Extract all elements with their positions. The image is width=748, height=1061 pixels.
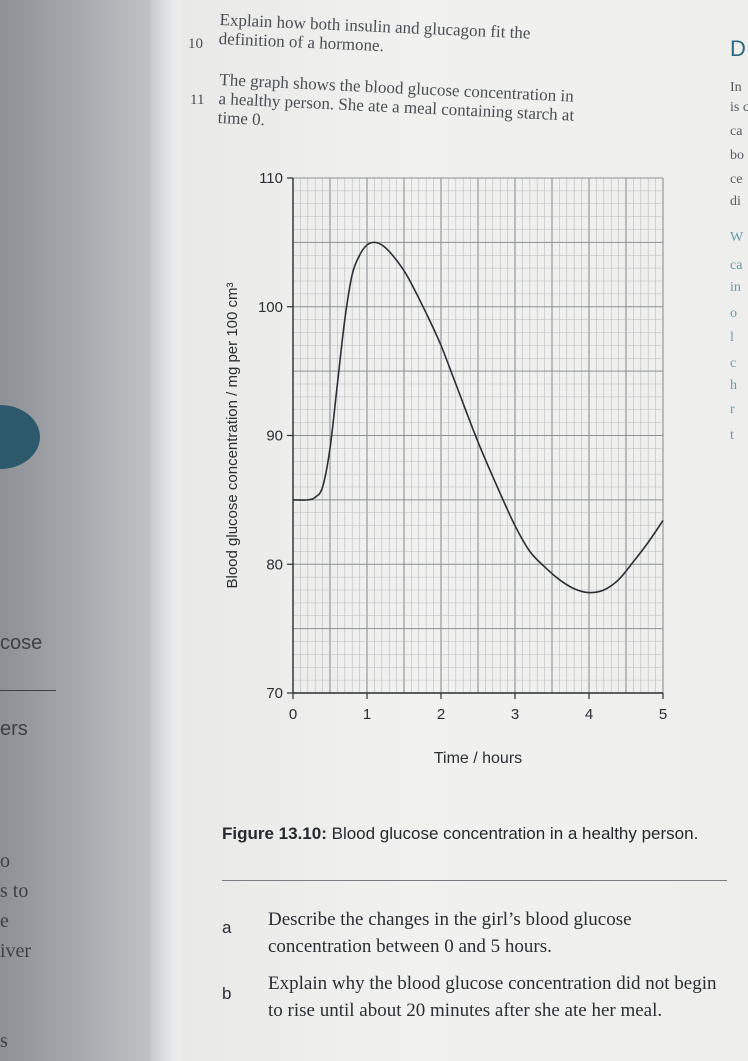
figure-caption-label: Figure 13.10: (222, 824, 327, 843)
right-fragment-11: o (730, 306, 737, 321)
chart-tick-labels: 70 80 90 100 110 0 1 2 3 4 5 (258, 170, 667, 723)
y-tick-label: 110 (259, 170, 283, 187)
part-a-text: Describe the changes in the girl’s blood… (268, 909, 632, 957)
book-gutter (150, 0, 180, 1061)
left-fragment-7: s (0, 1030, 8, 1052)
left-fragment-6: iver (0, 940, 32, 962)
right-fragment-7: di (730, 194, 741, 209)
right-fragment-3: is c (730, 100, 748, 115)
right-fragment-10: in (730, 280, 741, 295)
right-fragment-13: c (730, 356, 737, 371)
left-fragment-5: e (0, 910, 9, 932)
right-fragment-9: ca (730, 258, 743, 273)
blood-glucose-chart: 70 80 90 100 110 0 1 2 3 4 5 Blood glucose concent… (224, 170, 667, 767)
x-axis-label: Time / hours (434, 750, 522, 767)
part-a-letter: a (222, 918, 232, 937)
left-fragment-1: cose (0, 632, 43, 654)
y-tick-label: 70 (266, 685, 283, 702)
chart-grid (292, 177, 664, 694)
part-b-text: Explain why the blood glucose concentrat… (268, 973, 717, 1021)
left-facing-page: cose ers o s to e iver s (0, 0, 150, 1061)
right-fragment-12: l (730, 330, 734, 345)
x-tick-label: 3 (511, 706, 519, 723)
caption-rule (222, 880, 727, 881)
question-10-number: 10 (188, 36, 203, 52)
right-fragment-5: bo (730, 148, 744, 163)
left-fragment-4: s to (0, 880, 29, 902)
left-fragment-2: ers (0, 718, 28, 740)
right-fragment-6: ce (730, 172, 743, 187)
x-tick-label: 2 (437, 706, 445, 723)
right-fragment-14: h (730, 378, 737, 393)
question-11-number: 11 (190, 92, 205, 108)
y-tick-label: 90 (266, 428, 283, 445)
main-page (180, 0, 748, 1061)
y-tick-label: 80 (266, 556, 283, 573)
x-tick-label: 0 (289, 706, 297, 723)
right-fragment-16: t (730, 428, 734, 443)
part-b-letter: b (222, 984, 232, 1003)
left-page-rule (0, 690, 56, 691)
right-fragment-15: r (730, 402, 735, 417)
right-fragment-1: D (730, 36, 746, 61)
chart-axes (287, 177, 664, 699)
figure-caption: Figure 13.10: Blood glucose concentratio… (222, 820, 727, 847)
y-axis-label: Blood glucose concentration / mg per 100… (224, 282, 241, 588)
right-fragment-4: ca (730, 124, 743, 139)
y-tick-label: 100 (258, 299, 283, 316)
decorative-leaf-shape (0, 405, 40, 469)
right-fragment-2: In (730, 80, 742, 95)
x-tick-label: 5 (659, 706, 667, 723)
right-fragment-8: W (730, 230, 744, 245)
glucose-curve-line (292, 241, 664, 594)
x-tick-label: 4 (585, 706, 593, 723)
left-fragment-3: o (0, 850, 10, 872)
figure-caption-text: Blood glucose concentration in a healthy… (331, 824, 699, 843)
x-tick-label: 1 (363, 706, 371, 723)
